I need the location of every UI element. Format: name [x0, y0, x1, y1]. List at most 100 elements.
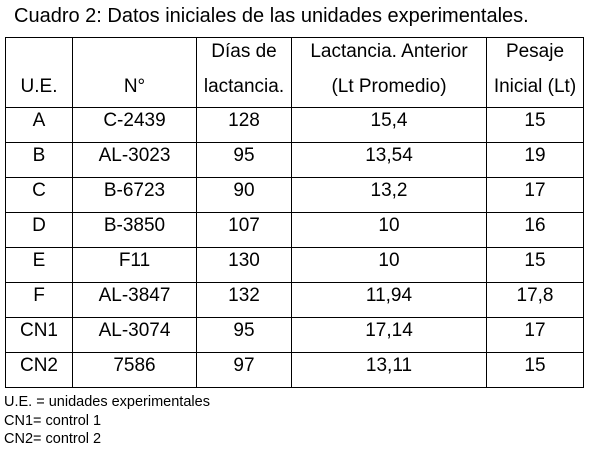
- table-row: C B-6723 90 13,2 17: [5, 177, 584, 213]
- table-cell-ue: B: [5, 142, 73, 178]
- table-cell-pesaje-inicial: 17: [486, 317, 584, 353]
- header-line1: Lactancia. Anterior: [310, 41, 468, 62]
- table-row: CN2 7586 97 13,11 15: [5, 352, 584, 388]
- cell-value: 19: [524, 145, 546, 166]
- note-line: CN2= control 2: [4, 431, 102, 447]
- cell-value: 97: [233, 355, 255, 376]
- header-line2: (Lt Promedio): [331, 75, 447, 97]
- table-cell-lactancia-anterior: 11,94: [291, 282, 487, 318]
- cell-value: 15: [524, 355, 546, 376]
- table-cell-lactancia-anterior: 10: [291, 247, 487, 283]
- table-row: A C-2439 128 15,4 15: [5, 107, 584, 143]
- cell-value: 7586: [113, 355, 156, 376]
- table-cell-ue: A: [5, 107, 73, 143]
- table-cell-pesaje-inicial: 15: [486, 352, 584, 388]
- table-header-row: U.E. N° Días de lactancia. Lactancia. An…: [5, 37, 584, 108]
- cell-value: 130: [228, 250, 260, 271]
- cell-value: 10: [378, 250, 400, 271]
- header-line1: [6, 38, 72, 73]
- header-line2: Inicial (Lt): [493, 75, 577, 97]
- cell-value: 17,14: [365, 320, 413, 341]
- cell-value: 10: [378, 215, 400, 236]
- cell-value: AL-3023: [98, 145, 171, 166]
- table-cell-ue: D: [5, 212, 73, 248]
- cell-value: 17,8: [516, 285, 554, 306]
- table-cell-lactancia-anterior: 17,14: [291, 317, 487, 353]
- cell-value: B-6723: [103, 180, 166, 201]
- table-cell-dias-lactancia: 95: [196, 317, 292, 353]
- table-cell-lactancia-anterior: 10: [291, 212, 487, 248]
- cell-value: 16: [524, 215, 546, 236]
- header-line2: lactancia.: [203, 75, 285, 97]
- table-cell-number: AL-3023: [72, 142, 197, 178]
- table-cell-number: C-2439: [72, 107, 197, 143]
- table-cell-lactancia-anterior: 15,4: [291, 107, 487, 143]
- header-cell-pesaje-inicial: Pesaje Inicial (Lt): [486, 37, 584, 108]
- table-cell-dias-lactancia: 95: [196, 142, 292, 178]
- cell-value: A: [32, 110, 46, 131]
- cell-value: AL-3847: [98, 285, 171, 306]
- table-cell-dias-lactancia: 130: [196, 247, 292, 283]
- table-cell-dias-lactancia: 107: [196, 212, 292, 248]
- table-cell-dias-lactancia: 128: [196, 107, 292, 143]
- cell-value: 95: [233, 145, 255, 166]
- note-line: CN1= control 1: [4, 412, 102, 429]
- cell-value: 11,94: [365, 285, 413, 306]
- table-cell-pesaje-inicial: 17: [486, 177, 584, 213]
- cell-value: 13,54: [365, 145, 413, 166]
- table-cell-lactancia-anterior: 13,54: [291, 142, 487, 178]
- table-row: B AL-3023 95 13,54 19: [5, 142, 584, 178]
- cell-value: 107: [228, 215, 260, 236]
- cell-value: 15,4: [370, 110, 408, 131]
- table-cell-number: B-6723: [72, 177, 197, 213]
- header-line2: N°: [123, 75, 146, 97]
- header-cell-lactancia-anterior: Lactancia. Anterior (Lt Promedio): [291, 37, 487, 108]
- table-notes: U.E. = unidades experimentales CN1= cont…: [4, 393, 210, 449]
- table-cell-number: AL-3847: [72, 282, 197, 318]
- cell-value: D: [32, 215, 46, 236]
- table-cell-number: 7586: [72, 352, 197, 388]
- table-cell-ue: CN2: [5, 352, 73, 388]
- cell-value: 15: [524, 110, 546, 131]
- table-cell-lactancia-anterior: 13,11: [291, 352, 487, 388]
- table-cell-ue: CN1: [5, 317, 73, 353]
- table-cell-pesaje-inicial: 15: [486, 247, 584, 283]
- table-row: E F11 130 10 15: [5, 247, 584, 283]
- table-cell-pesaje-inicial: 19: [486, 142, 584, 178]
- table-cell-number: F11: [72, 247, 197, 283]
- header-line1: Días de: [211, 41, 277, 62]
- table-cell-pesaje-inicial: 16: [486, 212, 584, 248]
- table-cell-number: AL-3074: [72, 317, 197, 353]
- cell-value: 132: [228, 285, 260, 306]
- table-row: CN1 AL-3074 95 17,14 17: [5, 317, 584, 353]
- header-cell-dias-lactancia: Días de lactancia.: [196, 37, 292, 108]
- cell-value: 15: [524, 250, 546, 271]
- table-body: U.E. N° Días de lactancia. Lactancia. An…: [5, 37, 584, 388]
- table-cell-number: B-3850: [72, 212, 197, 248]
- table-cell-ue: F: [5, 282, 73, 318]
- table-cell-lactancia-anterior: 13,2: [291, 177, 487, 213]
- table-cell-dias-lactancia: 90: [196, 177, 292, 213]
- cell-value: C: [32, 180, 46, 201]
- cell-value: CN1: [19, 320, 58, 341]
- cell-value: F: [33, 285, 45, 306]
- table-cell-pesaje-inicial: 17,8: [486, 282, 584, 318]
- cell-value: C-2439: [103, 110, 166, 131]
- cell-value: 17: [524, 320, 546, 341]
- table-cell-dias-lactancia: 97: [196, 352, 292, 388]
- note-line: U.E. = unidades experimentales: [4, 394, 210, 410]
- cell-value: 17: [524, 180, 546, 201]
- header-line2: U.E.: [20, 75, 58, 97]
- header-line1: Pesaje: [505, 41, 565, 62]
- header-line1: [73, 38, 196, 73]
- header-cell-number: N°: [72, 37, 197, 108]
- cell-value: 90: [233, 180, 255, 201]
- cell-value: B-3850: [103, 215, 166, 236]
- cell-value: 95: [233, 320, 255, 341]
- header-cell-ue: U.E.: [5, 37, 73, 108]
- table-caption: Cuadro 2: Datos iniciales de las unidade…: [14, 5, 529, 27]
- cell-value: 13,2: [370, 180, 408, 201]
- cell-value: AL-3074: [98, 320, 171, 341]
- table-cell-pesaje-inicial: 15: [486, 107, 584, 143]
- cell-value: B: [32, 145, 46, 166]
